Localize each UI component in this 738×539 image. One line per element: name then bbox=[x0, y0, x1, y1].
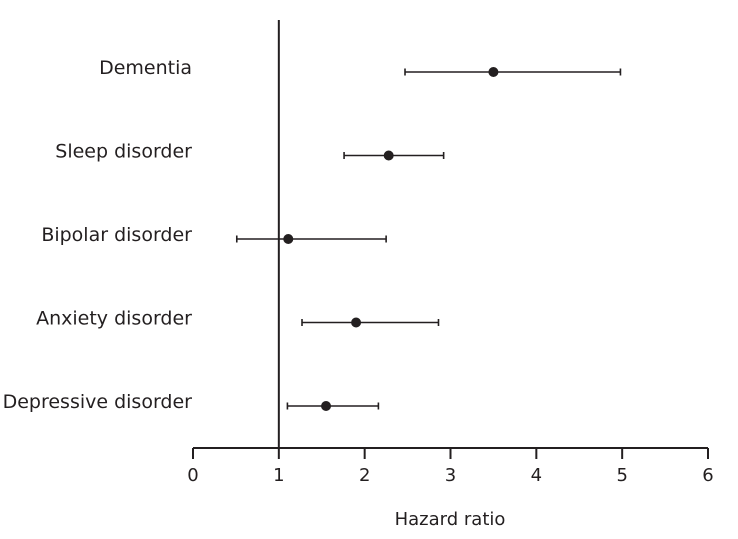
x-tick-label: 4 bbox=[531, 465, 542, 486]
x-tick-label: 5 bbox=[616, 465, 627, 486]
row-label: Anxiety disorder bbox=[36, 308, 192, 330]
forest-row: Bipolar disorder bbox=[41, 224, 387, 246]
row-label: Depressive disorder bbox=[3, 391, 193, 413]
x-tick-label: 3 bbox=[445, 465, 456, 486]
row-label: Sleep disorder bbox=[55, 141, 192, 163]
forest-row: Depressive disorder bbox=[3, 391, 380, 413]
point-estimate bbox=[321, 401, 332, 411]
point-estimate bbox=[488, 67, 499, 77]
point-estimate bbox=[351, 317, 362, 328]
x-tick-label: 0 bbox=[187, 465, 198, 486]
point-estimate bbox=[283, 234, 294, 244]
point-estimate bbox=[383, 150, 394, 161]
x-tick-label: 6 bbox=[702, 465, 713, 486]
row-label: Bipolar disorder bbox=[41, 224, 192, 246]
forest-rows: Dementia Sleep disorder Bipolar disorder An… bbox=[3, 57, 622, 413]
x-axis-ticks: 0 1 2 3 4 5 6 bbox=[187, 448, 714, 486]
row-label: Dementia bbox=[99, 57, 192, 79]
x-tick-label: 2 bbox=[359, 465, 370, 486]
x-tick-label: 1 bbox=[273, 465, 284, 486]
forest-row: Anxiety disorder bbox=[36, 308, 440, 330]
x-axis-title: Hazard ratio bbox=[395, 509, 506, 530]
forest-row: Sleep disorder bbox=[55, 141, 445, 163]
forest-row: Dementia bbox=[99, 57, 622, 79]
